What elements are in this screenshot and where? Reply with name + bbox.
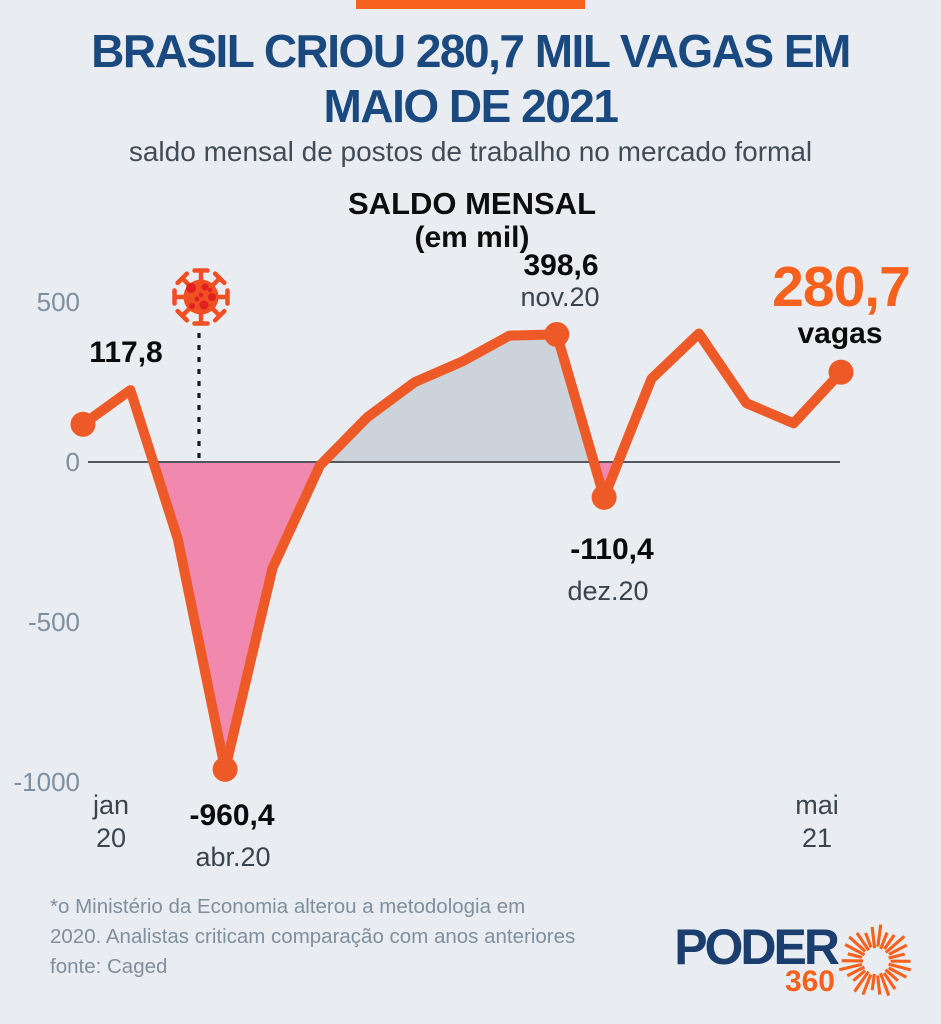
- highlight-label-vagas: vagas: [797, 317, 883, 350]
- virus-spikes: [172, 268, 230, 326]
- x-axis-label-mai21-month: mai: [795, 790, 839, 820]
- highlight-value-mai21: 280,7: [772, 255, 911, 319]
- chart-unit-subtitle: (em mil): [414, 221, 530, 254]
- top-accent-bar: [356, 0, 585, 9]
- annotation-month-abr20: abr.20: [195, 842, 271, 872]
- annotation-value-nov20: 398,6: [523, 249, 599, 282]
- data-point-dots: [70, 321, 854, 782]
- y-tick-0: 0: [65, 447, 80, 477]
- series-line: [78, 328, 846, 775]
- coronavirus-icon: [172, 268, 230, 326]
- page-subtitle: saldo mensal de postos de trabalho no me…: [128, 136, 813, 167]
- y-tick--500: -500: [27, 607, 80, 637]
- footnote-source: fonte: Caged: [50, 955, 168, 978]
- sunburst-rays: [838, 924, 912, 997]
- annotation-month-nov20: nov.20: [520, 282, 600, 312]
- page-title: BRASIL CRIOU 280,7 MIL VAGAS EM MAIO DE …: [0, 24, 941, 134]
- annotation-month-dez20: dez.20: [567, 576, 649, 606]
- annotation-value-abr20: -960,4: [189, 799, 275, 832]
- y-tick-500: 500: [36, 287, 80, 317]
- page-title-line2: MAIO DE 2021: [323, 80, 619, 132]
- x-axis-label-jan20-month: jan: [92, 790, 130, 820]
- logo-number: 360: [784, 965, 835, 998]
- footnote-line1: *o Ministério da Economia alterou a meto…: [50, 895, 526, 918]
- chart-title: SALDO MENSAL: [348, 186, 596, 221]
- x-axis-label-jan20: jan 20: [93, 789, 129, 855]
- logo-wordmark: PODER: [674, 919, 840, 975]
- annotation-value-jan20: 117,8: [89, 336, 163, 369]
- page-title-line1: BRASIL CRIOU 280,7 MIL VAGAS EM: [91, 25, 851, 77]
- x-axis-label-jan20-year: 20: [95, 823, 127, 853]
- logo-sunburst-icon: [838, 924, 912, 997]
- virus-inner-dots: [186, 283, 216, 310]
- y-tick--1000: -1000: [13, 767, 81, 797]
- footnote: *o Ministério da Economia alterou a meto…: [50, 892, 650, 982]
- x-axis-label-mai21: mai 21: [795, 789, 839, 855]
- annotation-value-dez20: -110,4: [570, 533, 654, 566]
- footnote-line2: 2020. Analistas criticam comparação com …: [50, 925, 576, 948]
- x-axis-label-mai21-year: 21: [801, 823, 833, 853]
